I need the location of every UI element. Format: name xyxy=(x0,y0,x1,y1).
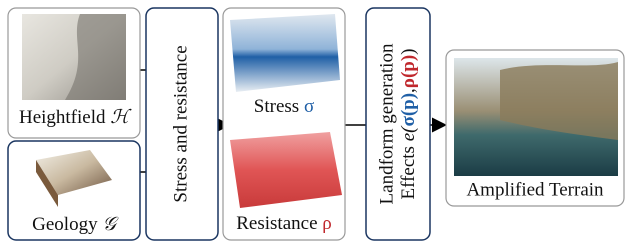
effects-label: Effects e(σ(p),ρ(p)) xyxy=(398,48,419,199)
resistance-label: Resistance ρ xyxy=(236,213,332,234)
stress-label: Stress σ xyxy=(254,96,314,117)
label: Stress and resistance xyxy=(170,45,191,202)
output-panel: Amplified Terrain xyxy=(446,50,624,206)
heightfield-panel: Heightfield ℋ xyxy=(8,8,140,138)
label: Geology 𝒢 xyxy=(32,214,119,235)
landform-panel: Landform generation Effects e(σ(p),ρ(p)) xyxy=(366,8,430,240)
stress-resistance-panel: Stress and resistance xyxy=(146,8,218,240)
landform-title: Landform generation xyxy=(376,43,397,204)
maps-panel: Stress σ Resistance ρ xyxy=(223,8,345,240)
geology-panel: Geology 𝒢 xyxy=(8,141,140,240)
label: Amplified Terrain xyxy=(466,179,604,200)
diagram: Heightfield ℋ Geology 𝒢 Stress and resis… xyxy=(0,0,630,245)
label: Heightfield ℋ xyxy=(19,107,132,128)
